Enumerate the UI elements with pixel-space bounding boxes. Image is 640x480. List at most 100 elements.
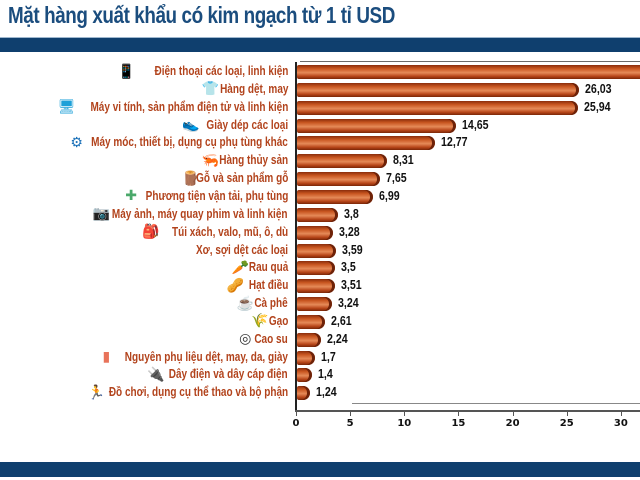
bar — [297, 314, 326, 329]
x-axis-tick-label: 0 — [292, 418, 300, 429]
category-label: Rau quả — [248, 260, 288, 275]
tire-icon: ◎ — [239, 330, 252, 347]
bar — [297, 207, 339, 222]
wood-log-icon: 🪵 — [181, 169, 200, 186]
value-label: 3,28 — [338, 224, 360, 239]
value-label: 2,61 — [331, 313, 352, 328]
value-label: 3,8 — [344, 206, 359, 221]
category-label: Máy vi tính, sản phẩm điện tử và linh ki… — [90, 99, 288, 114]
phone-icon: 📱 — [117, 62, 135, 79]
camera-icon: 📷 — [92, 205, 111, 222]
coffee-bean-icon: ☕ — [236, 294, 254, 311]
chart-row: Điện thoại các loại, linh kiện 📱 — [0, 63, 640, 81]
category-label: Phương tiện vận tải, phụ tùng — [145, 188, 288, 203]
category-label: Xơ, sợi dệt các loại — [195, 242, 288, 257]
value-label: 8,31 — [392, 153, 414, 168]
chart-title: Mặt hàng xuất khẩu có kim ngạch từ 1 tỉ … — [8, 2, 395, 28]
chart-row: Túi xách, valo, mũ, ô, dù 🎒 3,28 — [0, 223, 640, 242]
value-label: 14,65 — [461, 117, 489, 132]
footer-band — [0, 462, 640, 477]
chart-row: Phương tiện vận tải, phụ tùng ✚ 6,99 — [0, 187, 640, 206]
category-label: Gỗ và sản phẩm gỗ — [195, 171, 288, 186]
chart-row: Nguyên phụ liệu dệt, may, da, giày ▮ 1,7 — [0, 348, 640, 367]
computer-icon: 🖥 — [57, 98, 76, 115]
value-label: 6,99 — [378, 188, 400, 203]
chart-row: Máy ảnh, máy quay phim và linh kiện 📷 3,8 — [0, 205, 640, 224]
chart-row: Dây điện và dây cáp điện 🔌 1,4 — [0, 366, 640, 384]
x-axis — [295, 410, 640, 412]
value-label: 3,59 — [341, 242, 363, 257]
vehicle-parts-icon: ✚ — [125, 187, 138, 204]
chart-row: Máy vi tính, sản phẩm điện tử và linh ki… — [0, 98, 640, 117]
value-label: 12,77 — [441, 135, 468, 150]
machinery-icon: ⚙ — [70, 133, 83, 150]
bar — [297, 189, 373, 204]
category-label: Hàng dệt, may — [219, 81, 288, 96]
bar — [297, 279, 335, 294]
cable-icon: 🔌 — [147, 365, 165, 382]
x-axis-tick — [620, 412, 622, 416]
vegetables-icon: 🥕 — [231, 258, 249, 275]
bar — [297, 261, 335, 276]
chart-row: Cao su ◎ 2,24 — [0, 330, 640, 349]
chart-row: Gỗ và sản phẩm gỗ 🪵 7,65 — [0, 170, 640, 188]
header-band — [0, 37, 640, 52]
value-label: 1,24 — [316, 385, 338, 400]
chart-row: Đồ chơi, dụng cụ thể thao và bộ phận 🏃 1,2… — [0, 384, 640, 402]
value-label: 2,24 — [327, 331, 348, 346]
x-axis-tick — [512, 412, 514, 416]
bar — [297, 350, 316, 365]
chart-row: Máy móc, thiết bị, dụng cụ phụ tùng khác… — [0, 134, 640, 152]
value-label: 1,7 — [321, 349, 337, 364]
chart-row: Rau quả 🥕 3,5 — [0, 259, 640, 277]
chart-top-frame — [300, 61, 640, 62]
x-axis-tick — [458, 412, 460, 416]
x-axis-tick-label: 25 — [559, 418, 574, 429]
chart-row: Hạt điều 🥜 3,51 — [0, 277, 640, 295]
rice-icon: 🌾 — [251, 312, 269, 329]
value-label: 26,03 — [584, 81, 612, 96]
cashew-icon: 🥜 — [226, 276, 245, 293]
category-label: Đồ chơi, dụng cụ thể thao và bộ phận — [108, 385, 288, 400]
category-label: Dây điện và dây cáp điện — [169, 367, 288, 382]
bar — [297, 297, 333, 312]
category-label: Nguyên phụ liệu dệt, may, da, giày — [124, 349, 288, 364]
bar — [297, 332, 322, 347]
x-axis-tick-label: 15 — [451, 418, 466, 429]
category-label: Hàng thủy sản — [219, 153, 288, 168]
x-axis-tick — [404, 412, 406, 416]
category-label: Gạo — [268, 313, 288, 328]
bar — [297, 118, 456, 133]
chart-row: Hàng thủy sản 🦐 8,31 — [0, 152, 640, 170]
chart-row: Xơ, sợi dệt các loại 3,59 — [0, 242, 640, 260]
chart-row: Giày dép các loại 👟 14,65 — [0, 116, 640, 135]
x-axis-tick-label: 30 — [613, 418, 628, 429]
treadmill-icon: 🏃 — [87, 383, 106, 400]
bar — [297, 100, 578, 115]
category-label: Máy ảnh, máy quay phim và linh kiện — [112, 206, 288, 221]
bar — [297, 82, 579, 97]
chart-floor-line — [352, 403, 640, 404]
chart-row: Gạo 🌾 2,61 — [0, 312, 640, 331]
category-label: Cà phê — [254, 296, 288, 311]
bar — [297, 154, 387, 169]
shirt-icon: 👕 — [201, 80, 220, 97]
x-axis-tick — [296, 412, 297, 416]
bar — [297, 225, 333, 240]
seafood-icon: 🦐 — [201, 151, 220, 168]
chart-row: Cà phê ☕ 3,24 — [0, 295, 640, 313]
category-label: Túi xách, valo, mũ, ô, dù — [171, 224, 288, 239]
chart-row: Hàng dệt, may 👕 26,03 — [0, 80, 640, 99]
x-axis-tick — [350, 412, 352, 416]
x-axis-tick-label: 10 — [397, 418, 412, 429]
bar — [297, 368, 313, 383]
bar — [297, 386, 311, 401]
backpack-icon: 🎒 — [142, 223, 160, 240]
value-label: 7,65 — [385, 171, 407, 186]
x-axis-tick — [566, 412, 568, 416]
category-label: Máy móc, thiết bị, dụng cụ phụ tùng khác — [91, 135, 288, 150]
category-label: Giày dép các loại — [206, 117, 288, 132]
y-axis — [295, 62, 297, 412]
bar — [297, 65, 640, 79]
